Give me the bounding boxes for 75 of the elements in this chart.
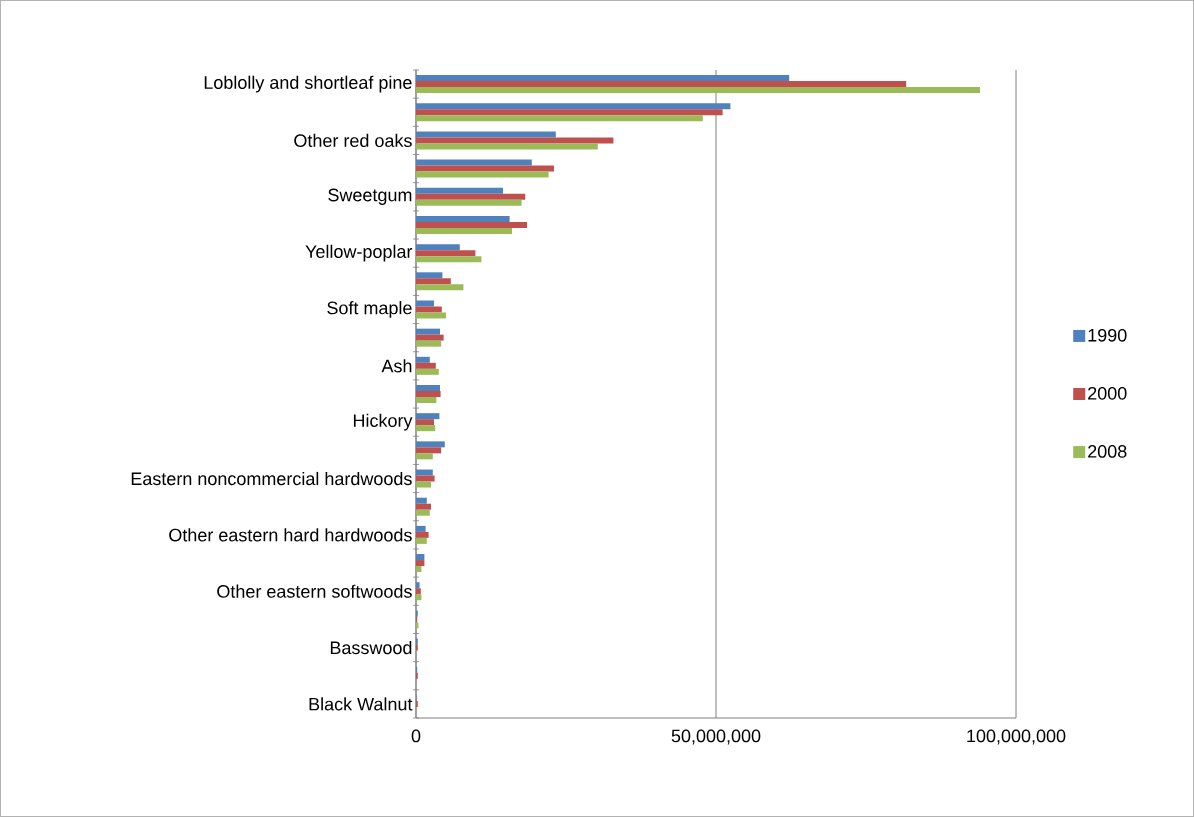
bar bbox=[416, 109, 723, 116]
bar bbox=[416, 385, 440, 392]
bar bbox=[416, 256, 482, 263]
bar bbox=[416, 115, 703, 122]
x-tick-label: 0 bbox=[411, 729, 421, 743]
bar bbox=[416, 244, 460, 251]
bar bbox=[416, 560, 425, 567]
bar bbox=[416, 159, 532, 166]
bar bbox=[416, 537, 427, 544]
y-tick-label: Loblolly and shortleaf pine bbox=[204, 75, 412, 93]
y-tick-label: Sweetgum bbox=[328, 188, 412, 205]
bar bbox=[416, 419, 434, 426]
legend-label: 1990 bbox=[1088, 328, 1127, 342]
bar bbox=[416, 171, 549, 178]
bar bbox=[416, 447, 442, 454]
bar bbox=[416, 137, 614, 144]
y-tick-label: Other eastern softwoods bbox=[217, 584, 412, 598]
bar bbox=[416, 165, 554, 172]
bar bbox=[416, 588, 421, 595]
bar bbox=[416, 187, 503, 194]
y-tick-label: Basswood bbox=[330, 640, 412, 655]
y-tick-label: Hickory bbox=[353, 413, 413, 431]
bar bbox=[416, 413, 440, 420]
bar bbox=[416, 340, 442, 347]
bar bbox=[416, 278, 451, 285]
bar bbox=[416, 441, 445, 448]
bar bbox=[416, 481, 431, 488]
bar bbox=[416, 475, 435, 482]
bar bbox=[416, 334, 444, 341]
bar bbox=[416, 594, 422, 601]
legend-label: 2008 bbox=[1088, 445, 1127, 458]
bar bbox=[416, 300, 434, 307]
bar bbox=[416, 250, 476, 257]
y-tick-label: Ash bbox=[381, 359, 412, 373]
bar bbox=[416, 272, 443, 279]
bar bbox=[416, 497, 427, 504]
bar bbox=[416, 469, 433, 476]
y-tick-label: Eastern noncommercial hardwoods bbox=[131, 471, 412, 486]
y-tick-label: Soft maple bbox=[327, 301, 412, 318]
bar bbox=[416, 368, 439, 375]
bar bbox=[416, 131, 556, 138]
bar bbox=[416, 453, 433, 460]
bar bbox=[416, 193, 526, 200]
y-tick-label: Other red oaks bbox=[294, 133, 412, 148]
x-tick-label: 50,000,000 bbox=[671, 729, 761, 745]
y-tick-label: Black Walnut bbox=[309, 697, 413, 711]
bar bbox=[416, 554, 425, 561]
bar bbox=[416, 531, 429, 538]
bar bbox=[416, 199, 522, 206]
y-tick-label: Yellow-poplar bbox=[305, 244, 413, 262]
bar bbox=[416, 328, 440, 335]
bar bbox=[416, 525, 426, 532]
bar bbox=[416, 362, 436, 369]
bar bbox=[416, 582, 420, 589]
bar bbox=[416, 75, 790, 82]
y-tick-label: Other eastern hard hardwoods bbox=[169, 528, 412, 542]
bar bbox=[416, 81, 907, 88]
bar bbox=[416, 306, 442, 313]
bar bbox=[416, 356, 430, 363]
bar bbox=[416, 143, 598, 150]
bar bbox=[416, 312, 446, 319]
bar bbox=[416, 215, 510, 222]
bar bbox=[416, 397, 437, 403]
bar bbox=[416, 284, 464, 291]
legend-label: 2000 bbox=[1088, 386, 1127, 400]
bar bbox=[416, 227, 512, 234]
bar bbox=[416, 425, 436, 432]
bar bbox=[416, 103, 731, 110]
bar bbox=[416, 221, 527, 228]
bar bbox=[416, 509, 430, 516]
bar bbox=[416, 391, 441, 398]
bar bbox=[416, 503, 431, 510]
bar bbox=[416, 87, 981, 94]
bar bbox=[416, 566, 422, 573]
x-tick-label: 100,000,000 bbox=[967, 729, 1066, 745]
